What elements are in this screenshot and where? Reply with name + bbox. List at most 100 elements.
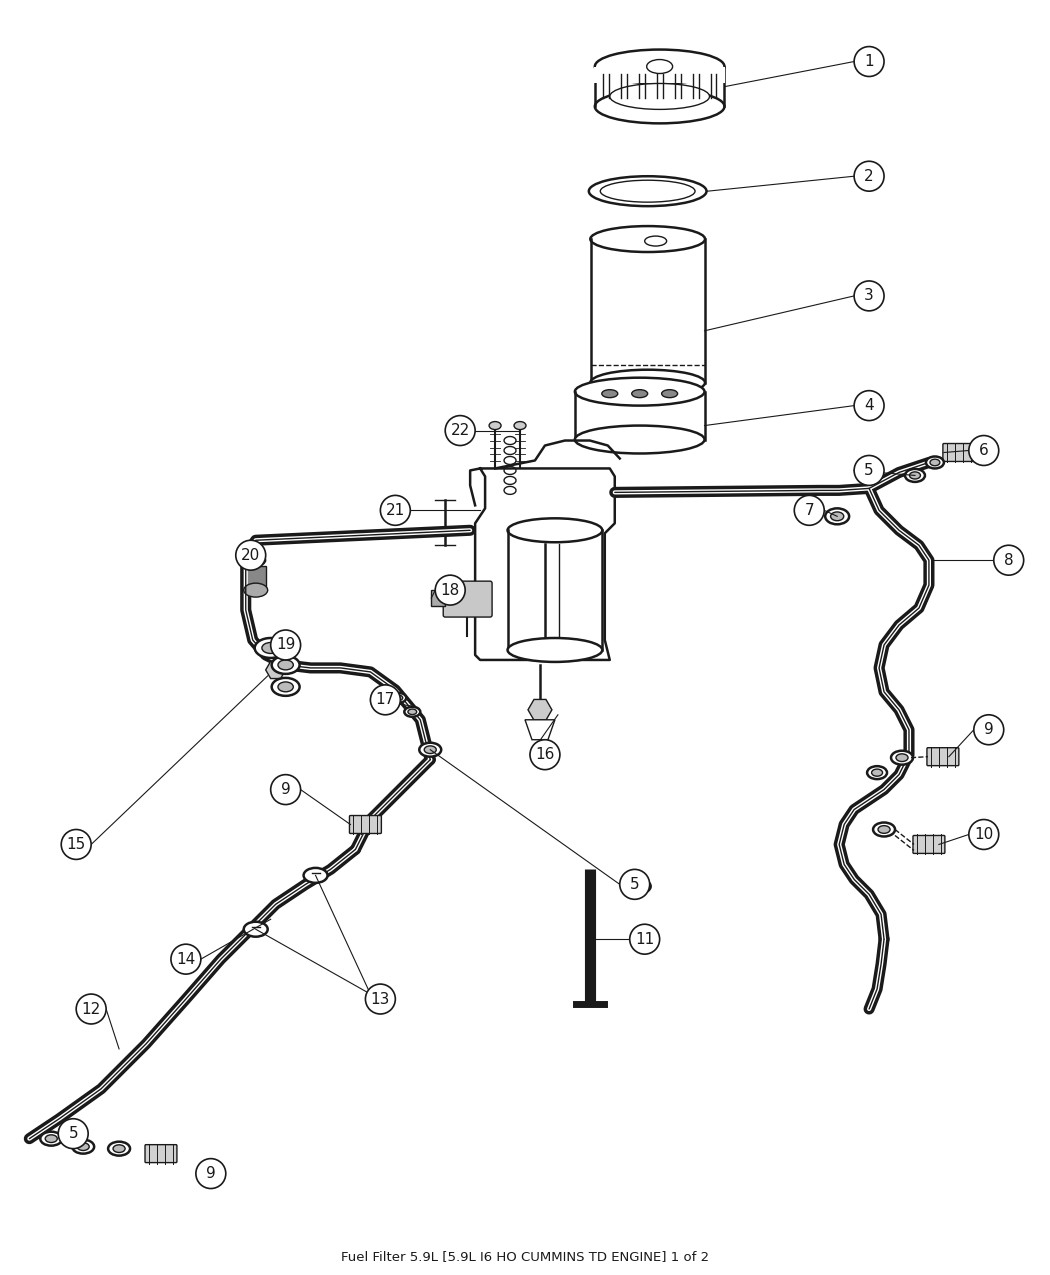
Ellipse shape (589, 176, 707, 207)
Ellipse shape (419, 743, 441, 756)
Ellipse shape (896, 754, 908, 761)
Ellipse shape (831, 513, 844, 520)
Circle shape (854, 161, 884, 191)
Ellipse shape (507, 638, 603, 662)
Text: 22: 22 (450, 423, 469, 439)
Circle shape (436, 575, 465, 606)
Ellipse shape (246, 555, 266, 566)
Text: 1: 1 (864, 54, 874, 69)
Text: 3: 3 (864, 288, 874, 303)
Ellipse shape (594, 89, 724, 124)
FancyBboxPatch shape (927, 747, 959, 766)
Circle shape (854, 455, 884, 486)
Ellipse shape (905, 469, 925, 482)
Text: 6: 6 (979, 442, 989, 458)
Text: 21: 21 (385, 502, 405, 518)
Circle shape (371, 685, 400, 715)
Ellipse shape (645, 236, 667, 246)
Ellipse shape (391, 692, 406, 703)
Ellipse shape (574, 377, 705, 405)
Text: 5: 5 (630, 877, 639, 891)
FancyBboxPatch shape (943, 444, 974, 462)
Circle shape (61, 830, 91, 859)
Bar (432, 590, 445, 606)
Ellipse shape (647, 60, 673, 74)
FancyBboxPatch shape (912, 835, 945, 853)
Circle shape (365, 984, 396, 1014)
Circle shape (854, 280, 884, 311)
Text: 11: 11 (635, 932, 654, 947)
Ellipse shape (244, 922, 268, 937)
Ellipse shape (610, 83, 710, 110)
Ellipse shape (878, 826, 890, 834)
Circle shape (58, 1118, 88, 1149)
Ellipse shape (40, 1132, 62, 1146)
Text: 4: 4 (864, 398, 874, 413)
Bar (246, 566, 266, 590)
Ellipse shape (872, 769, 883, 776)
Ellipse shape (394, 695, 403, 700)
Circle shape (445, 416, 476, 445)
Ellipse shape (627, 877, 649, 891)
Ellipse shape (108, 1141, 130, 1155)
Ellipse shape (632, 881, 644, 889)
Ellipse shape (662, 390, 677, 398)
Text: 12: 12 (82, 1002, 101, 1016)
Ellipse shape (633, 882, 646, 890)
Ellipse shape (278, 682, 293, 692)
Ellipse shape (825, 509, 849, 524)
Ellipse shape (926, 456, 944, 468)
Text: 9: 9 (280, 782, 291, 797)
FancyBboxPatch shape (145, 1145, 176, 1163)
Ellipse shape (424, 746, 437, 754)
Ellipse shape (489, 422, 501, 430)
Text: 15: 15 (66, 836, 86, 852)
Ellipse shape (590, 226, 705, 252)
Text: 20: 20 (242, 548, 260, 562)
Text: 8: 8 (1004, 552, 1013, 567)
Ellipse shape (113, 1145, 125, 1153)
Text: 16: 16 (536, 747, 554, 762)
FancyBboxPatch shape (350, 816, 381, 834)
Ellipse shape (77, 1142, 89, 1150)
Text: Fuel Filter 5.9L [5.9L I6 HO CUMMINS TD ENGINE] 1 of 2: Fuel Filter 5.9L [5.9L I6 HO CUMMINS TD … (341, 1250, 709, 1262)
Circle shape (77, 994, 106, 1024)
Polygon shape (525, 720, 554, 739)
Circle shape (171, 945, 201, 974)
Ellipse shape (272, 655, 299, 674)
Circle shape (380, 496, 411, 525)
Ellipse shape (255, 638, 287, 658)
Ellipse shape (244, 583, 268, 597)
Circle shape (196, 1159, 226, 1188)
Circle shape (530, 740, 560, 770)
Circle shape (271, 775, 300, 805)
Text: 9: 9 (206, 1167, 215, 1181)
Circle shape (969, 820, 999, 849)
Ellipse shape (507, 519, 603, 542)
Ellipse shape (574, 426, 705, 454)
Text: 19: 19 (276, 638, 295, 653)
Text: 17: 17 (376, 692, 395, 708)
Ellipse shape (72, 1140, 94, 1154)
Text: 5: 5 (68, 1126, 78, 1141)
Ellipse shape (632, 390, 648, 398)
Text: 7: 7 (804, 502, 814, 518)
Ellipse shape (303, 868, 328, 882)
Bar (594, 66, 726, 83)
Ellipse shape (407, 709, 417, 714)
Circle shape (620, 870, 650, 899)
Ellipse shape (45, 1135, 58, 1142)
Ellipse shape (602, 390, 617, 398)
Circle shape (630, 924, 659, 954)
Circle shape (236, 541, 266, 570)
Text: 9: 9 (984, 722, 993, 737)
Ellipse shape (601, 180, 695, 203)
Ellipse shape (278, 660, 293, 669)
Text: 18: 18 (441, 583, 460, 598)
Circle shape (271, 630, 300, 660)
Ellipse shape (930, 459, 940, 465)
Text: 14: 14 (176, 951, 195, 966)
Ellipse shape (272, 678, 299, 696)
Ellipse shape (594, 50, 724, 83)
Ellipse shape (891, 751, 912, 765)
